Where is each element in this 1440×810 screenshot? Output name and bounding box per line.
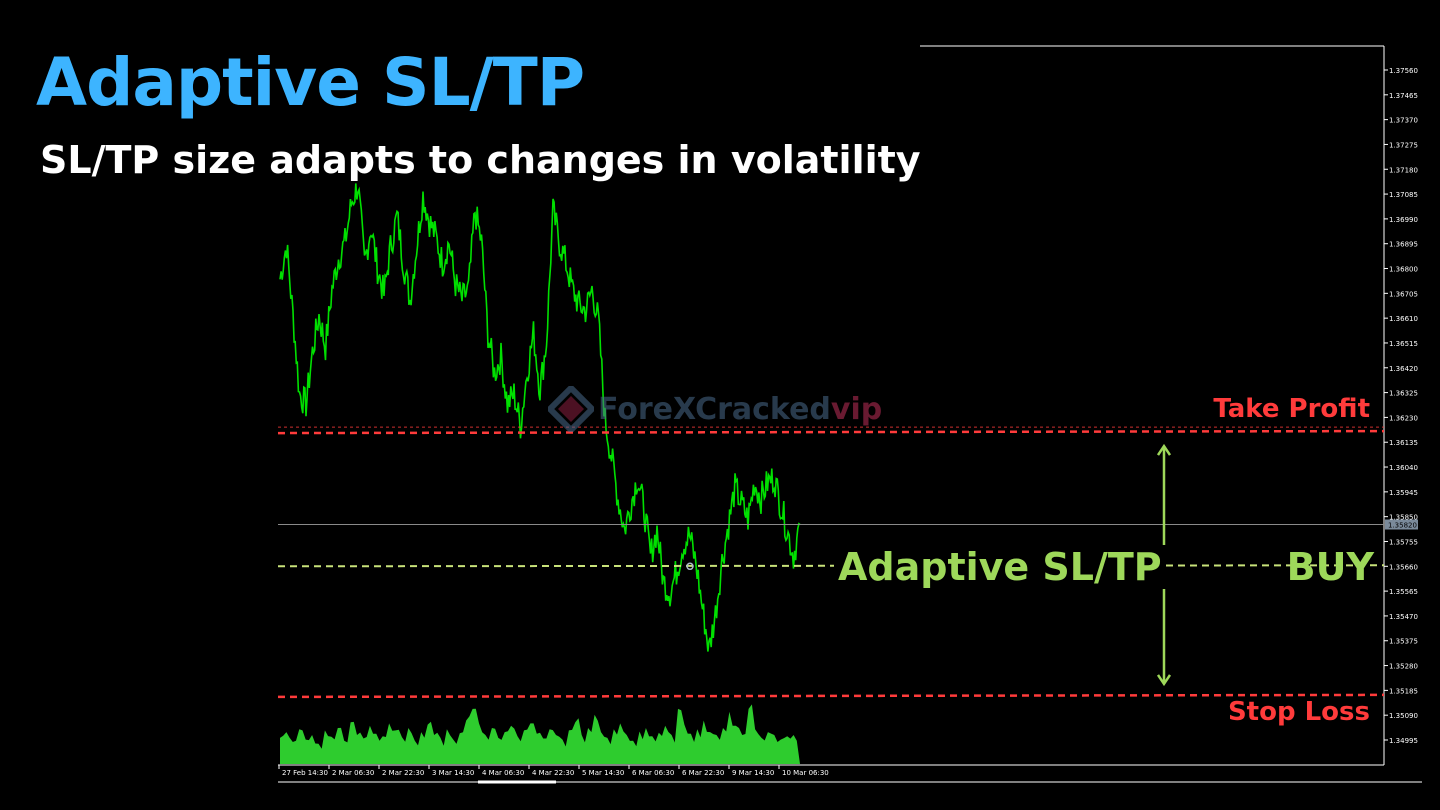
x-tick-label: 5 Mar 14:30 [582, 769, 624, 777]
entry-marker [686, 562, 694, 571]
entry-label: Adaptive SL/TP [834, 545, 1166, 589]
x-tick-label: 10 Mar 06:30 [782, 769, 829, 777]
y-tick-label: 1.36800 [1389, 266, 1418, 274]
stop-loss-line [277, 693, 1385, 699]
chart-frame [278, 45, 1422, 784]
y-tick-label: 1.37275 [1389, 141, 1418, 149]
price-series [279, 183, 801, 652]
y-tick-label: 1.35945 [1389, 489, 1418, 497]
current-price-box [1385, 519, 1418, 530]
x-tick-label: 6 Mar 22:30 [682, 769, 724, 777]
y-tick-label: 1.35565 [1389, 588, 1418, 596]
forexcracked-logo-icon [548, 386, 594, 432]
y-tick-label: 1.36705 [1389, 290, 1418, 298]
entry-line [277, 564, 1385, 568]
y-tick-label: 1.36040 [1389, 464, 1418, 472]
watermark: ForeXCracked vip [548, 386, 882, 432]
current-price-label: 1.35820 [1388, 522, 1417, 530]
y-tick-label: 1.35375 [1389, 638, 1418, 646]
y-tick-label: 1.37370 [1389, 117, 1418, 125]
price-line [279, 183, 801, 652]
y-tick-label: 1.36895 [1389, 241, 1418, 249]
volume-series [280, 704, 800, 764]
y-tick-label: 1.36135 [1389, 439, 1418, 447]
headline: Adaptive SL/TP [36, 44, 585, 121]
watermark-text: ForeXCracked [598, 391, 831, 427]
range-arrow-head-down [1156, 674, 1172, 687]
subline: SL/TP size adapts to changes in volatili… [40, 138, 921, 182]
take-profit-line [277, 429, 1385, 435]
x-tick-label: 2 Mar 22:30 [382, 769, 424, 777]
y-tick-label: 1.35850 [1389, 514, 1418, 522]
watermark-suffix: vip [830, 391, 883, 427]
level-lines [277, 426, 1385, 699]
y-tick-label: 1.37180 [1389, 166, 1418, 174]
y-tick-label: 1.36325 [1389, 390, 1418, 398]
range-arrow-head-up [1156, 443, 1172, 456]
y-tick-label: 1.36515 [1389, 340, 1418, 348]
y-tick-label: 1.37465 [1389, 92, 1418, 100]
x-tick-label: 4 Mar 06:30 [482, 769, 524, 777]
y-axis: 1.37560 1.37465 1.37370 1.37275 1.37180 1.370… [278, 67, 1418, 745]
y-tick-label: 1.35185 [1389, 687, 1418, 695]
y-tick-label: 1.35470 [1389, 613, 1418, 621]
x-tick-label: 4 Mar 22:30 [532, 769, 574, 777]
y-tick-label: 1.36230 [1389, 414, 1418, 422]
y-tick-label: 1.35090 [1389, 712, 1418, 720]
y-tick-label: 1.35755 [1389, 538, 1418, 546]
volume-area [280, 704, 800, 764]
y-tick-label: 1.37085 [1389, 191, 1418, 199]
x-tick-label: 6 Mar 06:30 [632, 769, 674, 777]
buy-signal-label: BUY [1286, 545, 1374, 589]
y-tick-label: 1.37560 [1389, 67, 1418, 75]
y-tick-label: 1.35660 [1389, 563, 1418, 571]
stop-loss-label: Stop Loss [1227, 697, 1370, 727]
y-tick-label: 1.34995 [1389, 737, 1418, 745]
y-tick-label: 1.36990 [1389, 216, 1418, 224]
x-tick-label: 2 Mar 06:30 [332, 769, 374, 777]
y-tick-label: 1.36610 [1389, 315, 1418, 323]
x-tick-label: 9 Mar 14:30 [732, 769, 774, 777]
take-profit-label: Take Profit [1213, 394, 1370, 424]
x-tick-label: 27 Feb 14:30 [282, 769, 328, 777]
x-tick-label: 3 Mar 14:30 [432, 769, 474, 777]
y-tick-label: 1.36420 [1389, 365, 1418, 373]
x-axis: 27 Feb 14:30 2 Mar 06:30 2 Mar 22:30 3 Mar … [278, 765, 829, 777]
y-tick-label: 1.35280 [1389, 663, 1418, 671]
